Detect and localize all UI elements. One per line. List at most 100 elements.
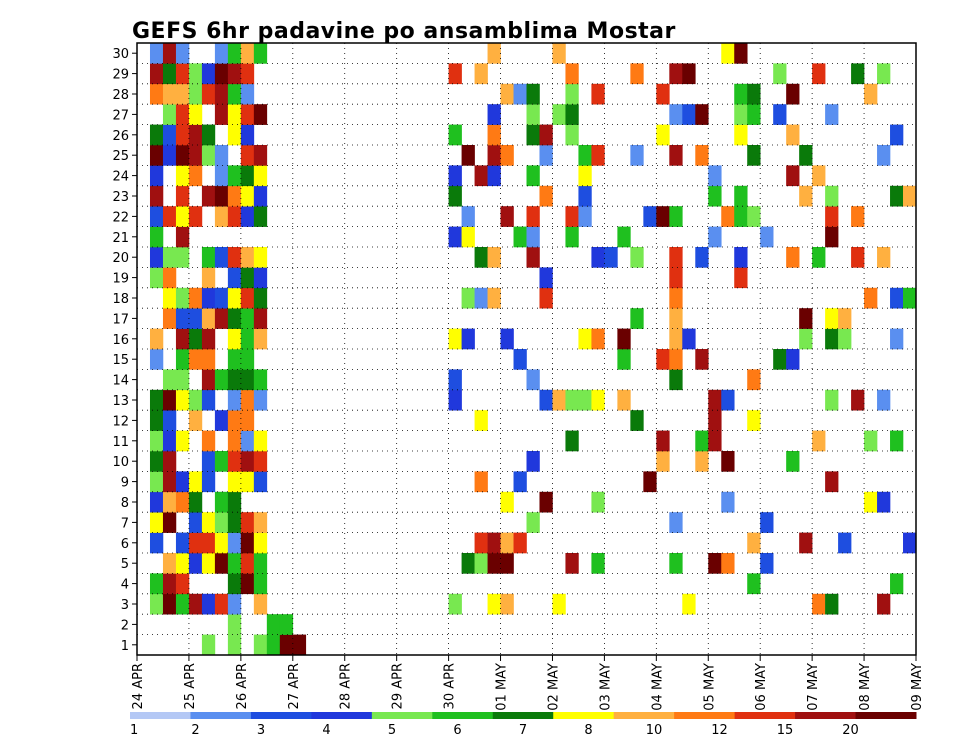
legend-swatch [311,712,373,719]
heat-cell [448,369,462,391]
heat-cell [162,471,177,493]
heat-cell [227,328,242,350]
heat-cell [188,328,203,350]
heat-cell [227,593,242,615]
heat-cell [240,124,255,146]
heat-cell [240,349,255,370]
heat-cell [188,287,203,309]
heat-cell [656,124,670,146]
heat-cell [539,491,553,513]
heat-cell [825,185,839,207]
heat-cell [149,389,164,411]
heat-cell [227,287,242,309]
heat-cell [240,328,255,350]
heat-cell [786,165,800,187]
heat-cell [825,308,839,329]
heat-cell [474,165,488,187]
legend-label: 2 [191,723,199,738]
heat-cell [721,553,735,574]
heat-cell [799,308,813,329]
heat-cell [656,349,670,370]
heat-cell [240,247,255,268]
heat-cell [669,247,683,268]
heat-cell [149,451,164,472]
heat-cell [240,410,255,431]
heat-cell [448,389,462,411]
heat-cell [240,43,255,64]
heat-cell [487,553,501,574]
heat-cell [175,287,190,309]
heat-cell [149,430,164,452]
heat-cell [565,430,579,452]
x-tick-label: 01 MAY [495,663,510,711]
legend-label: 12 [711,723,728,738]
heat-cell [175,389,190,411]
heat-cell [188,512,203,533]
heat-cell [227,430,242,452]
heat-cell [747,83,761,105]
heat-cell [149,63,164,85]
heat-cell [721,206,735,227]
y-tick-label: 21 [112,231,129,246]
x-tick-label: 09 MAY [910,663,925,711]
heat-cell [149,593,164,615]
heat-cell [227,63,242,85]
heat-cell [474,247,488,268]
heat-cell [188,308,203,329]
x-tick-label: 07 MAY [806,663,821,711]
heat-cell [682,328,696,350]
heat-cell [214,185,229,207]
heat-cell [201,349,216,370]
heat-cell [240,553,255,574]
x-tick-label: 05 MAY [702,663,717,711]
heat-cell [175,206,190,227]
heat-cell [747,573,761,595]
y-tick-label: 13 [112,394,129,409]
heat-cell [162,83,177,105]
heat-cell [175,104,190,125]
heat-cell [149,165,164,187]
heat-cell [877,145,891,166]
heat-cell [227,471,242,493]
heat-cell [695,349,709,370]
heat-cell [214,165,229,187]
heat-cell [695,247,709,268]
heat-cell [448,185,462,207]
heat-cell [591,247,605,268]
heat-cell [500,83,514,105]
heat-cell [487,124,501,146]
x-tick-label: 06 MAY [754,663,769,711]
heat-cell [227,634,242,656]
heat-cell [747,532,761,554]
heat-cell [903,185,917,207]
heat-cell [227,104,242,125]
plot-frame [136,42,917,656]
heat-cell [487,247,501,268]
heat-cell [240,430,255,452]
y-tick-label: 9 [121,476,129,491]
y-tick-label: 26 [112,129,129,144]
heat-cell [903,287,917,309]
heat-cell [175,226,190,248]
heat-cell [240,206,255,227]
heat-cell [279,634,294,656]
heat-cell [253,451,268,472]
heat-cell [201,145,216,166]
x-tick-label: 25 APR [183,663,198,709]
heat-cell [461,553,475,574]
heat-cell [630,63,644,85]
heat-cell [188,553,203,574]
heat-cell [240,512,255,533]
heat-cell [149,124,164,146]
heat-cell [630,247,644,268]
heat-cell [188,389,203,411]
heat-cell [227,43,242,64]
heat-cell [448,593,462,615]
heat-cell [890,328,904,350]
heat-cell [539,124,553,146]
x-tick-label: 04 MAY [650,663,665,711]
heat-cell [578,328,592,350]
x-tick-label: 27 APR [287,663,302,709]
heat-cell [526,165,540,187]
heat-cell [253,267,268,289]
